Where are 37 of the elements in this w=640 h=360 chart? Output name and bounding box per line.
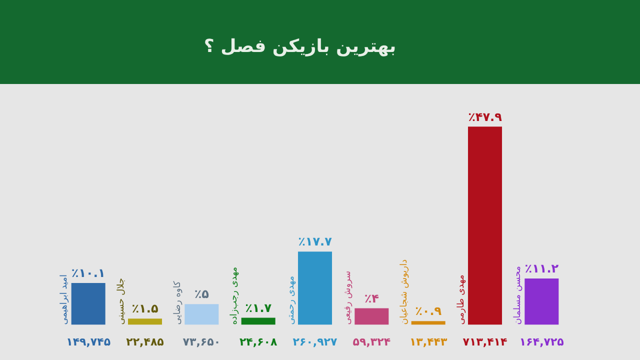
bar	[298, 252, 332, 325]
annotation: کاوه رضایی	[173, 280, 184, 325]
annotation: داریوش شجاعیان	[400, 259, 410, 325]
chart-title: بهترین بازیکن فصل ؟	[202, 36, 398, 57]
x-tick-label: ۱۶۴,۷۲۵	[519, 335, 564, 348]
data-label: ٪۱.۷	[245, 300, 272, 315]
bar	[241, 318, 276, 325]
annotation: مهدی طارمی	[456, 274, 466, 325]
x-tick-label: ۱۳,۴۴۳	[409, 335, 448, 348]
bar	[354, 308, 389, 325]
annotation: مهدی رجب‌زاده	[230, 266, 240, 325]
x-tick-label: ۷۱۳,۴۱۴	[462, 335, 508, 348]
annotation: سروش رفیعی	[343, 270, 354, 325]
data-label: ٪۱.۵	[132, 302, 158, 316]
data-label: ٪۴	[364, 291, 379, 306]
bar	[524, 278, 559, 325]
x-tick-label: ۲۲,۴۸۵	[126, 335, 164, 348]
data-label: ٪۴۷.۹	[468, 110, 503, 124]
data-label: ٪۰.۹	[415, 304, 442, 318]
x-tick-label: ۷۳,۶۵۰	[182, 335, 221, 348]
x-tick-label: ۵۹,۳۲۴	[352, 335, 391, 348]
x-tick-label: ۲۴,۶۰۸	[239, 335, 278, 348]
data-label: ٪۱۷.۷	[298, 234, 333, 249]
annotation: جلال حسینی	[116, 278, 126, 325]
data-label: ٪۱۱.۲	[524, 262, 560, 276]
x-tick-label: ۲۶۰,۹۲۷	[292, 335, 338, 348]
bar	[71, 283, 106, 325]
data-label: ٪۵	[194, 287, 209, 302]
annotation: محسن مسلمان	[513, 266, 524, 325]
annotation: امید ابراهیمی	[60, 274, 70, 325]
data-label: ٪۱۰.۱	[71, 266, 106, 280]
x-tick-label: ۱۴۹,۷۴۵	[66, 335, 111, 348]
annotation: مهدی رحمتی	[286, 276, 296, 325]
bar	[468, 126, 502, 325]
bar	[184, 304, 219, 325]
bar	[411, 321, 446, 325]
bar	[128, 318, 162, 325]
